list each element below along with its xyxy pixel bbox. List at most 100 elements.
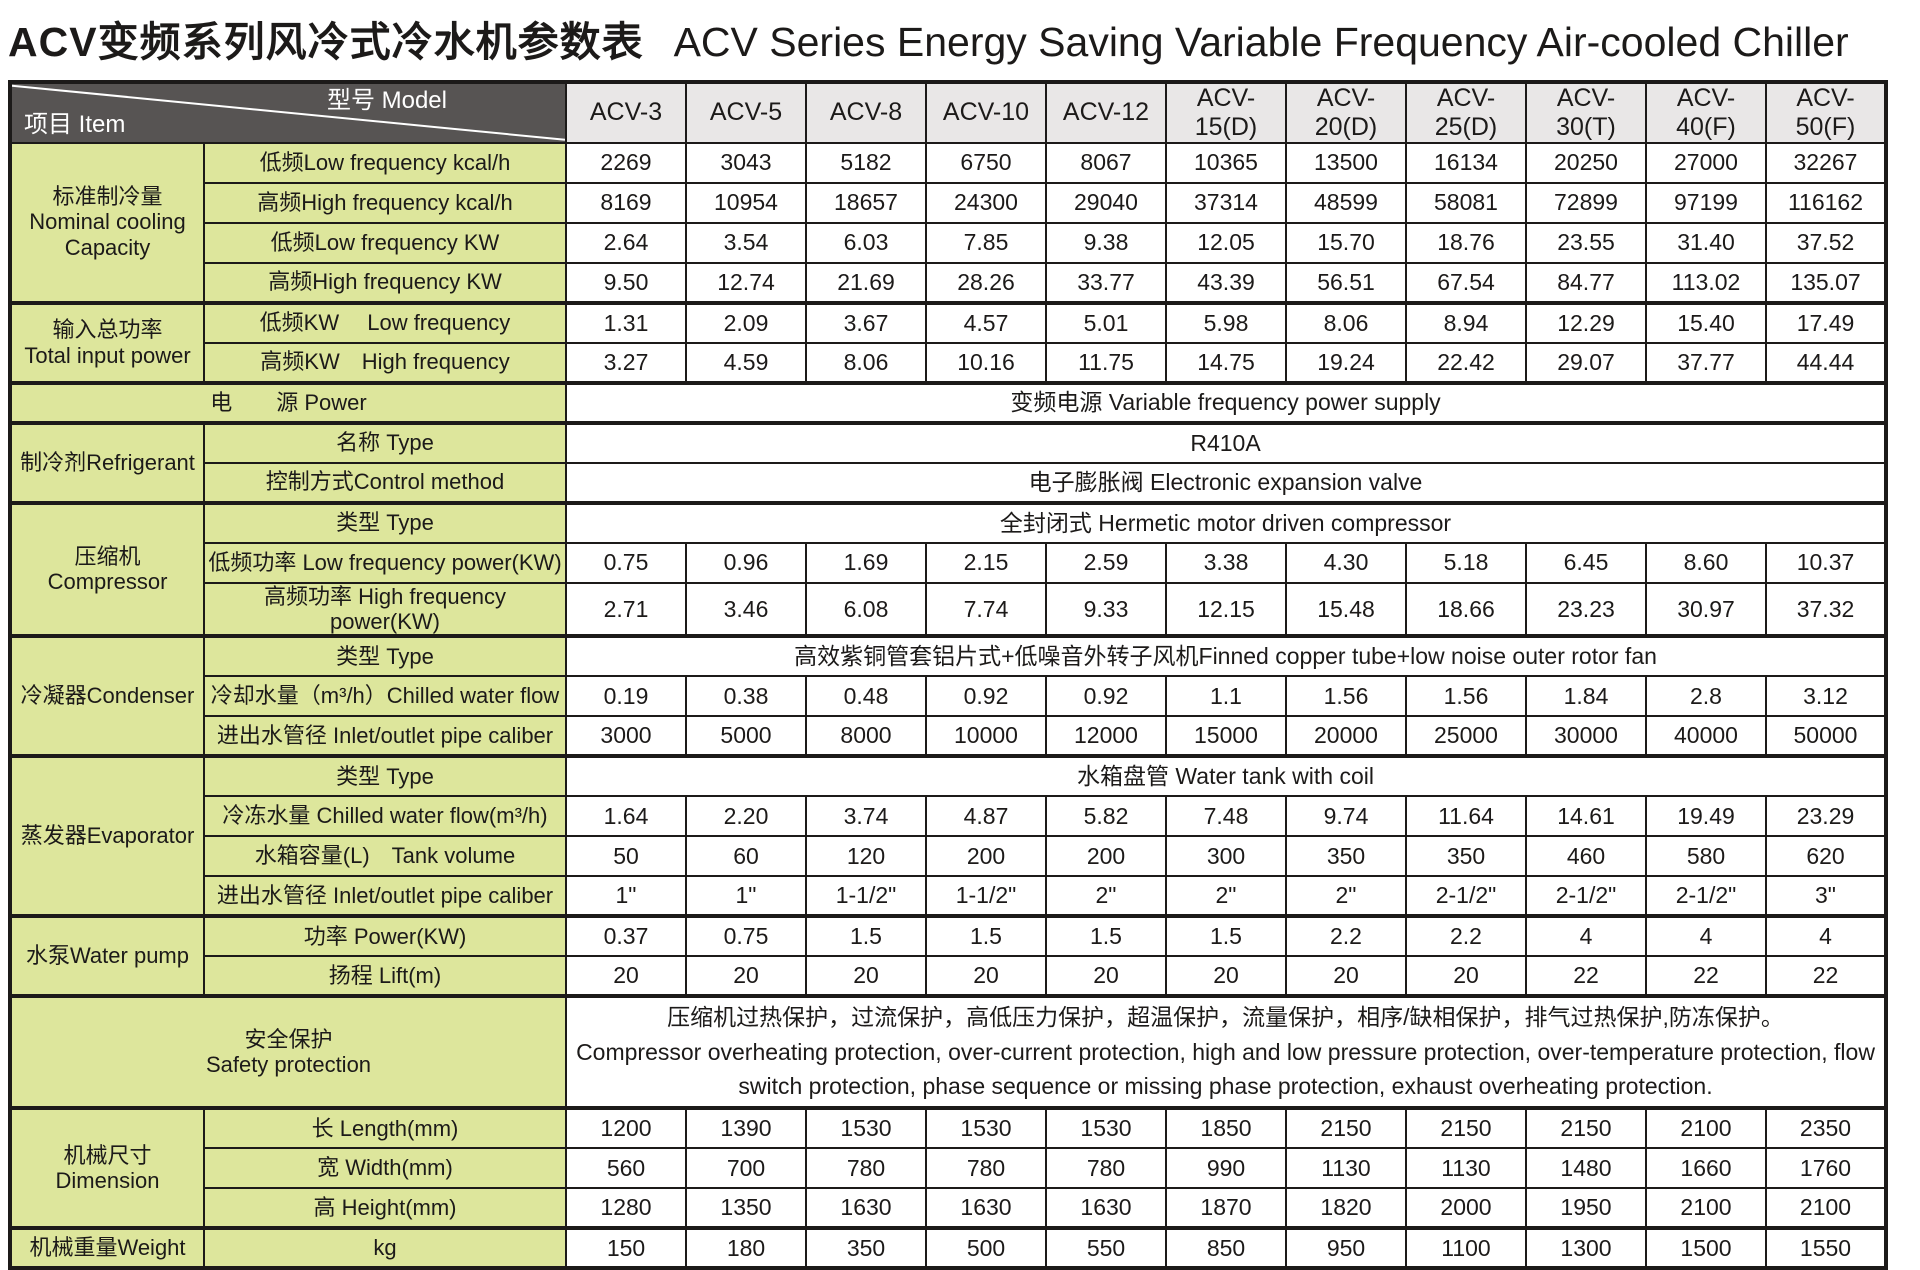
value-cell: 0.96 [685,541,807,584]
value-cell: 30000 [1525,715,1647,758]
value-cell: 2.20 [685,795,807,838]
row-label: 进出水管径 Inlet/outlet pipe caliber [203,875,567,918]
value-cell: 2.2 [1285,914,1407,958]
value-cell: 11.64 [1405,795,1527,838]
value-cell: 5.01 [1045,300,1167,344]
value-cell: 58081 [1405,181,1527,224]
value-cell: 10.16 [925,341,1047,384]
value-cell: 12.05 [1165,221,1287,264]
value-cell: 1.31 [565,300,687,344]
value-cell: 37.52 [1765,221,1887,264]
value-cell: 22 [1645,955,1767,998]
safety-text-en: Compressor overheating protection, over-… [576,1038,1875,1100]
value-cell: 13500 [1285,141,1407,184]
table-row: 水泵Water pump 功率 Power(KW) 0.37 0.75 1.5 1.5… [9,914,1887,998]
section-label-compressor: 压缩机Compressor [9,500,205,638]
value-cell: 1870 [1165,1187,1287,1230]
value-cell: 560 [565,1147,687,1190]
model-header-cell: ACV-12 [1045,81,1167,144]
value-cell: 5182 [805,141,927,184]
section-label-dimension: 机械尺寸Dimension [9,1106,205,1230]
value-cell: 10365 [1165,141,1287,184]
value-cell: 1660 [1645,1147,1767,1190]
value-cell: 3" [1765,875,1887,918]
value-cell: 2" [1165,875,1287,918]
value-cell: 5000 [685,715,807,758]
value-cell: 18.66 [1405,581,1527,638]
value-cell: 300 [1165,835,1287,878]
value-cell: 27000 [1645,141,1767,184]
value-cell: 6.45 [1525,541,1647,584]
value-cell: 10000 [925,715,1047,758]
value-cell: 1.1 [1165,675,1287,718]
value-cell: 1.5 [1165,914,1287,958]
corner-model-label: 型号 Model [326,87,447,114]
value-cell: 2.15 [925,541,1047,584]
value-cell: 2-1/2" [1645,875,1767,918]
value-cell: 43.39 [1165,261,1287,304]
value-cell: 50 [565,835,687,878]
value-cell: 200 [925,835,1047,878]
table-row: 机械尺寸Dimension 长 Length(mm) 1200 1390 1530 1… [9,1106,1887,1230]
value-cell: 1530 [1045,1106,1167,1150]
value-cell: 20000 [1285,715,1407,758]
value-cell: 8.06 [1285,300,1407,344]
value-cell: 200 [1045,835,1167,878]
value-cell: 23.23 [1525,581,1647,638]
value-cell: 22 [1525,955,1647,998]
row-label: 进出水管径 Inlet/outlet pipe caliber [203,715,567,758]
row-label: 类型 Type [203,634,567,678]
evaporator-type-value: 水箱盘管 Water tank with coil [565,754,1887,798]
value-cell: 180 [685,1226,807,1270]
value-cell: 2.2 [1405,914,1527,958]
value-cell: 780 [925,1147,1047,1190]
section-label-water-pump: 水泵Water pump [9,914,205,998]
section-label-evaporator: 蒸发器Evaporator [9,754,205,918]
value-cell: 1.84 [1525,675,1647,718]
value-cell: 3.38 [1165,541,1287,584]
value-cell: 1.5 [925,914,1047,958]
table-row: 低频功率 Low frequency power(KW) 0.75 0.96 1.6… [10,541,1887,584]
safety-text-zh: 压缩机过热保护，过流保护，高低压力保护，超温保护，流量保护，相序/缺相保护，排气… [667,1004,1784,1031]
value-cell: 25000 [1405,715,1527,758]
row-label: 扬程 Lift(m) [203,955,567,998]
value-cell: 460 [1525,835,1647,878]
section-label-safety: 安全保护 Safety protection [9,994,567,1110]
value-cell: 780 [1045,1147,1167,1190]
condenser-type-value: 高效紫铜管套铝片式+低噪音外转子风机Finned copper tube+low… [565,634,1887,678]
value-cell: 1130 [1405,1147,1527,1190]
value-cell: 1500 [1645,1226,1767,1270]
table-row: 冷凝器Condenser 类型 Type 高效紫铜管套铝片式+低噪音外转子风机F… [9,634,1887,758]
value-cell: 2.8 [1645,675,1767,718]
value-cell: 60 [685,835,807,878]
value-cell: 2269 [565,141,687,184]
value-cell: 8000 [805,715,927,758]
value-cell: 8.94 [1405,300,1527,344]
row-label: 冷却水量（m³/h）Chilled water flow [203,675,567,718]
corner-item-label: 项目 Item [24,110,126,138]
value-cell: 0.92 [1045,675,1167,718]
value-cell: 97199 [1645,181,1767,224]
value-cell: 5.18 [1405,541,1527,584]
value-cell: 2100 [1645,1187,1767,1230]
value-cell: 2.59 [1045,541,1167,584]
value-cell: 1200 [565,1106,687,1150]
value-cell: 2-1/2" [1405,875,1527,918]
value-cell: 2.64 [565,221,687,264]
row-label: 高频KW High frequency [203,341,567,384]
value-cell: 29.07 [1525,341,1647,384]
value-cell: 12.74 [685,261,807,304]
value-cell: 20 [805,955,927,998]
value-cell: 990 [1165,1147,1287,1190]
value-cell: 550 [1045,1226,1167,1270]
value-cell: 1530 [805,1106,927,1150]
value-cell: 1-1/2" [925,875,1047,918]
value-cell: 10954 [685,181,807,224]
row-label: 控制方式Control method [203,461,567,504]
corner-header-cell: 型号 Model 项目 Item [9,81,567,144]
value-cell: 15.48 [1285,581,1407,638]
value-cell: 2150 [1285,1106,1407,1150]
row-label: 类型 Type [203,754,567,798]
value-cell: 1850 [1165,1106,1287,1150]
value-cell: 1350 [685,1187,807,1230]
